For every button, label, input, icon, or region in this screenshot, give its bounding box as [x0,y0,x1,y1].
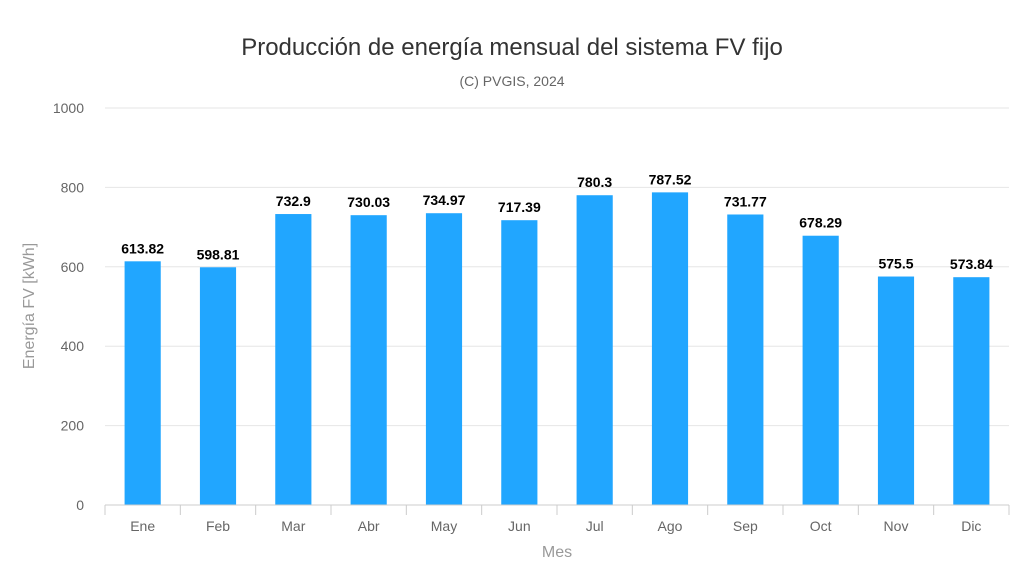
data-label: 731.77 [724,193,767,209]
chart-title: Producción de energía mensual del sistem… [241,34,783,61]
bar-mar [275,214,312,505]
x-tick-label: Oct [810,518,832,534]
data-label: 787.52 [649,171,692,187]
data-label: 717.39 [498,199,541,215]
chart-subtitle: (C) PVGIS, 2024 [459,73,564,89]
bar-feb [199,267,237,505]
y-tick-labels: 0 200 400 600 800 1000 [53,100,84,513]
data-label: 598.81 [197,246,240,262]
bar-jul [576,195,613,506]
bar-ene [124,261,161,505]
bar-dic [953,277,990,505]
x-tick-label: Mar [281,518,305,534]
y-tick-label: 1000 [53,100,84,116]
x-tick-label: Jun [508,518,531,534]
data-label: 678.29 [799,215,842,231]
data-label: 730.03 [347,194,390,210]
bar-abr [350,215,387,505]
y-tick-label: 600 [61,259,85,275]
y-tick-label: 200 [61,418,85,434]
bar-jun [501,220,538,505]
data-label: 613.82 [121,240,164,256]
data-label: 575.5 [878,256,913,272]
x-tick-label: Abr [358,518,380,534]
x-tick-label: Sep [733,518,758,534]
x-tick-label: May [431,518,457,534]
x-axis-title: Mes [542,544,572,561]
x-tick-label: Feb [206,518,230,534]
bar-may [425,213,463,505]
data-label: 734.97 [423,192,466,208]
bar-series: 613.82 598.81 732.9 730.03 734.97 717.39 780.3… [121,171,993,506]
bar-sep [727,214,764,505]
y-gridlines [105,107,1009,427]
x-tick-label: Jul [586,518,604,534]
x-tick-label: Dic [961,518,981,534]
x-tick-label: Ago [658,518,683,534]
data-label: 780.3 [577,174,612,190]
bar-nov [877,276,915,505]
bar-ago [651,192,689,505]
x-axis: Ene Feb Mar Abr May Jun Jul Ago Sep Oct Nov Dic [104,504,1010,534]
data-label: 573.84 [950,256,993,272]
bar-oct [802,235,839,505]
y-tick-label: 400 [61,338,85,354]
y-tick-label: 800 [61,179,85,195]
data-label: 732.9 [276,193,311,209]
y-axis-title: Energía FV [kWh] [21,243,38,369]
y-tick-label: 0 [76,497,84,513]
x-tick-label: Nov [884,518,909,534]
x-tick-label: Ene [130,518,155,534]
